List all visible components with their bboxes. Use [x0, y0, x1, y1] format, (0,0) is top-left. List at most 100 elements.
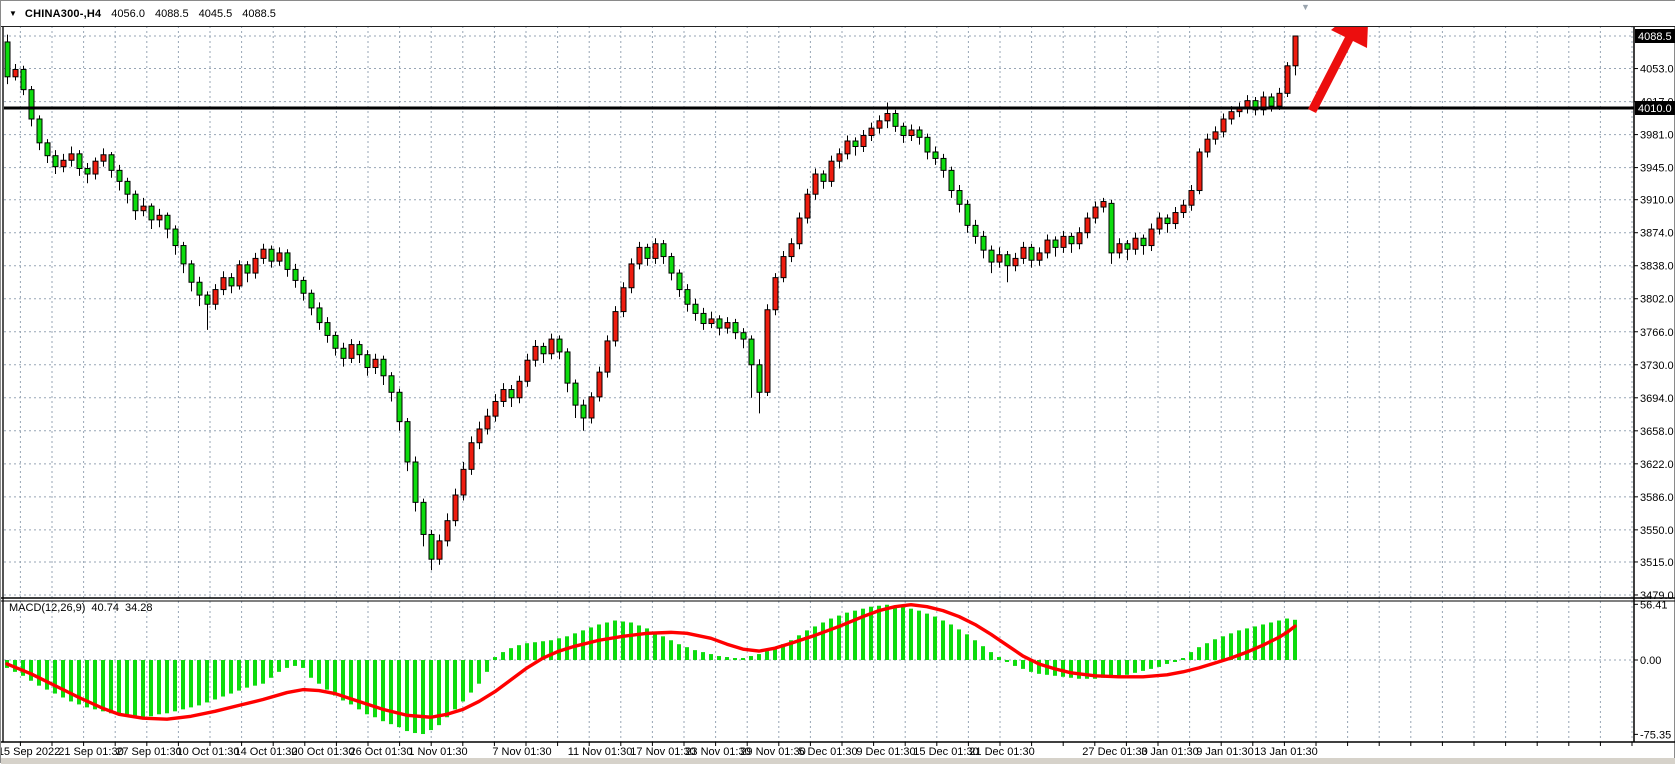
candle-body: [612, 311, 619, 342]
macd-histogram-bar: [1109, 660, 1113, 677]
macd-histogram-bar: [557, 638, 561, 660]
candle-body: [148, 205, 155, 221]
macd-histogram-bar: [845, 612, 849, 660]
candle-body: [20, 68, 27, 91]
macd-histogram-bar: [1037, 660, 1041, 674]
candle-body: [1132, 237, 1139, 250]
candle-body: [860, 135, 867, 148]
macd-histogram-bar: [1181, 658, 1185, 660]
candle-body: [300, 279, 307, 294]
candle-body: [924, 136, 931, 153]
price-tick-label: 3730.0: [1640, 360, 1674, 372]
macd-histogram-bar: [933, 616, 937, 660]
macd-histogram-bar: [269, 660, 273, 678]
candle-body: [556, 338, 563, 353]
macd-histogram-bar: [1285, 618, 1289, 660]
candle-body: [316, 307, 323, 324]
macd-histogram-bar: [325, 660, 329, 690]
macd-histogram-bar: [117, 660, 121, 716]
candle-body: [564, 351, 571, 384]
macd-histogram-bar: [1133, 660, 1137, 673]
macd-histogram-bar: [285, 660, 289, 668]
candle-body: [724, 322, 731, 329]
macd-histogram-bar: [341, 660, 345, 701]
price-tick-label: 3479.0: [1640, 590, 1674, 602]
candle-body: [380, 358, 387, 377]
macd-histogram-bar: [45, 660, 49, 690]
candle-body: [84, 168, 91, 175]
candle-body: [684, 289, 691, 305]
candle-body: [732, 322, 739, 334]
macd-histogram-bar: [77, 660, 81, 705]
candle-body: [356, 344, 363, 356]
time-tick-label: 21 Sep 01:30: [58, 746, 123, 758]
macd-tick-label: 56.41: [1640, 599, 1668, 611]
price-tick-label: 3515.0: [1640, 557, 1674, 569]
candle-body: [1116, 243, 1123, 254]
macd-histogram-bar: [973, 640, 977, 660]
time-tick-label: 3 Jan 01:30: [1141, 746, 1199, 758]
macd-histogram-bar: [37, 660, 41, 686]
candle-body: [140, 205, 147, 212]
candle-body: [292, 268, 299, 281]
candle-body: [44, 142, 51, 157]
price-tick-label: 3910.0: [1640, 195, 1674, 207]
macd-histogram-bar: [173, 660, 177, 712]
macd-histogram-bar: [901, 606, 905, 660]
candle-body: [500, 389, 507, 402]
macd-histogram-bar: [1101, 660, 1105, 678]
macd-histogram-bar: [165, 660, 169, 714]
candle-body: [444, 520, 451, 542]
macd-histogram-bar: [1253, 626, 1257, 660]
macd-histogram-bar: [685, 647, 689, 660]
macd-histogram-bar: [477, 660, 481, 684]
candle-body: [268, 248, 275, 262]
macd-histogram-bar: [605, 622, 609, 660]
candle-body: [660, 243, 667, 258]
macd-histogram-bar: [205, 660, 209, 703]
macd-histogram-bar: [133, 660, 137, 718]
candle-body: [492, 400, 499, 417]
price-box: [1635, 29, 1675, 43]
macd-histogram-bar: [893, 605, 897, 660]
candle-body: [524, 359, 531, 382]
macd-indicator-label: MACD(12,26,9) 40.74 34.28: [9, 602, 152, 614]
candle-body: [1012, 257, 1019, 267]
macd-histogram-bar: [29, 660, 33, 681]
candle-body: [100, 154, 107, 162]
candle-body: [540, 345, 547, 355]
candle-body: [876, 120, 883, 129]
macd-histogram-bar: [909, 608, 913, 660]
candle-body: [412, 461, 419, 503]
macd-histogram-bar: [277, 660, 281, 672]
candle-body: [772, 277, 779, 311]
candle-body: [940, 157, 947, 171]
candle-body: [92, 160, 99, 175]
symbol-dropdown-icon[interactable]: ▼: [9, 9, 17, 18]
candle-body: [996, 254, 1003, 263]
time-tick-label: 29 Nov 01:30: [740, 746, 805, 758]
candle-body: [4, 41, 11, 78]
macd-histogram-bar: [229, 660, 233, 694]
macd-histogram-bar: [485, 660, 489, 672]
macd-histogram-bar: [621, 621, 625, 660]
candle-body: [804, 193, 811, 219]
macd-histogram-bar: [1013, 660, 1017, 666]
candle-body: [1124, 243, 1131, 250]
autoscroll-marker-icon[interactable]: ▼: [1301, 2, 1310, 12]
macd-histogram-bar: [821, 622, 825, 660]
time-tick-label: 20 Oct 01:30: [292, 746, 355, 758]
macd-histogram-bar: [1149, 660, 1153, 669]
macd-histogram-bar: [109, 660, 113, 714]
candle-body: [1028, 246, 1035, 261]
candle-body: [1268, 96, 1275, 107]
price-tick-label: 3694.0: [1640, 393, 1674, 405]
candle-body: [572, 382, 579, 406]
candle-body: [676, 272, 683, 291]
candle-body: [1052, 239, 1059, 248]
candle-body: [908, 129, 915, 137]
macd-histogram-bar: [309, 660, 313, 678]
macd-histogram-bar: [365, 660, 369, 715]
candle-body: [340, 347, 347, 359]
